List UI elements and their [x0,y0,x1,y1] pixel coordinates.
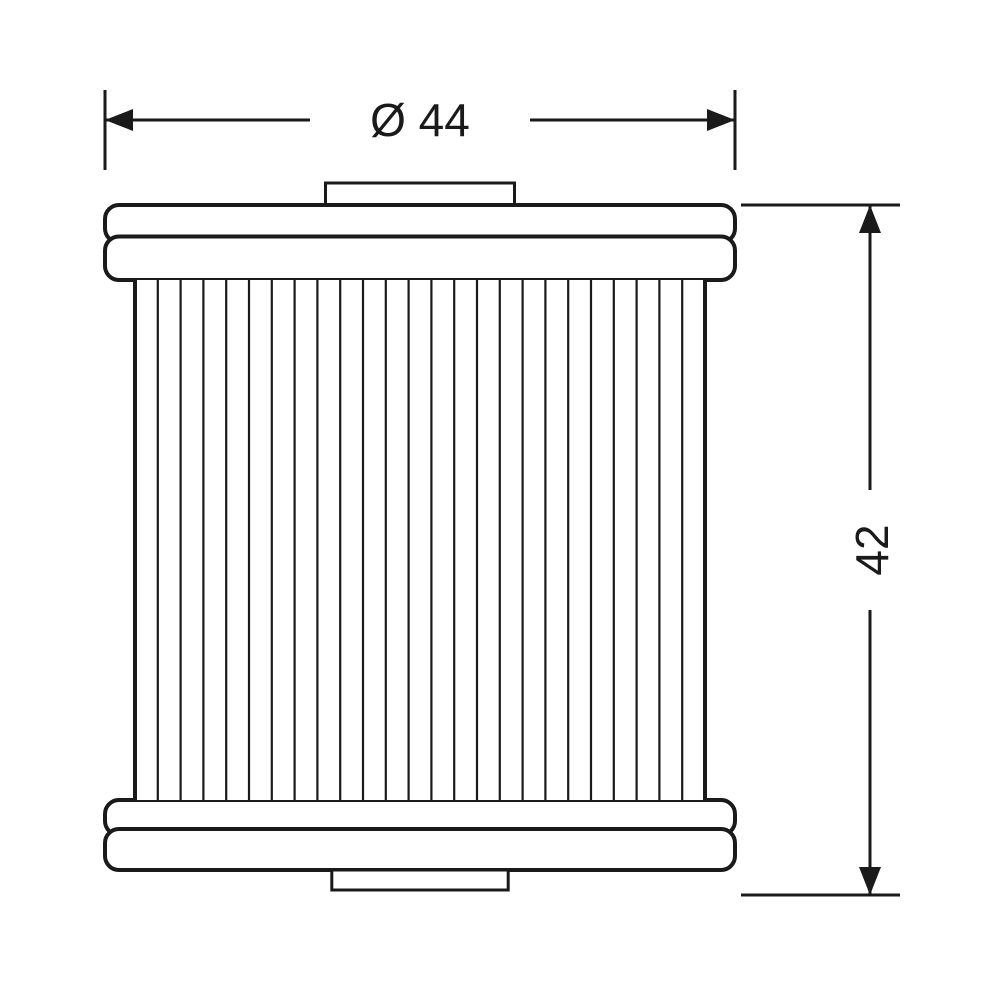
bottom-tab [332,870,508,890]
arrowhead [707,109,735,131]
top-tab [326,183,515,205]
dim-diameter-label: Ø 44 [370,94,470,146]
dim-height-label: 42 [846,524,898,575]
technical-drawing: Ø 44 42 [0,0,1000,1000]
top-cap-lower [105,237,735,281]
bottom-cap-lower [105,829,735,870]
arrowhead [859,205,881,233]
arrowhead [105,109,133,131]
arrowhead [859,867,881,895]
pleat-backing [135,280,705,800]
